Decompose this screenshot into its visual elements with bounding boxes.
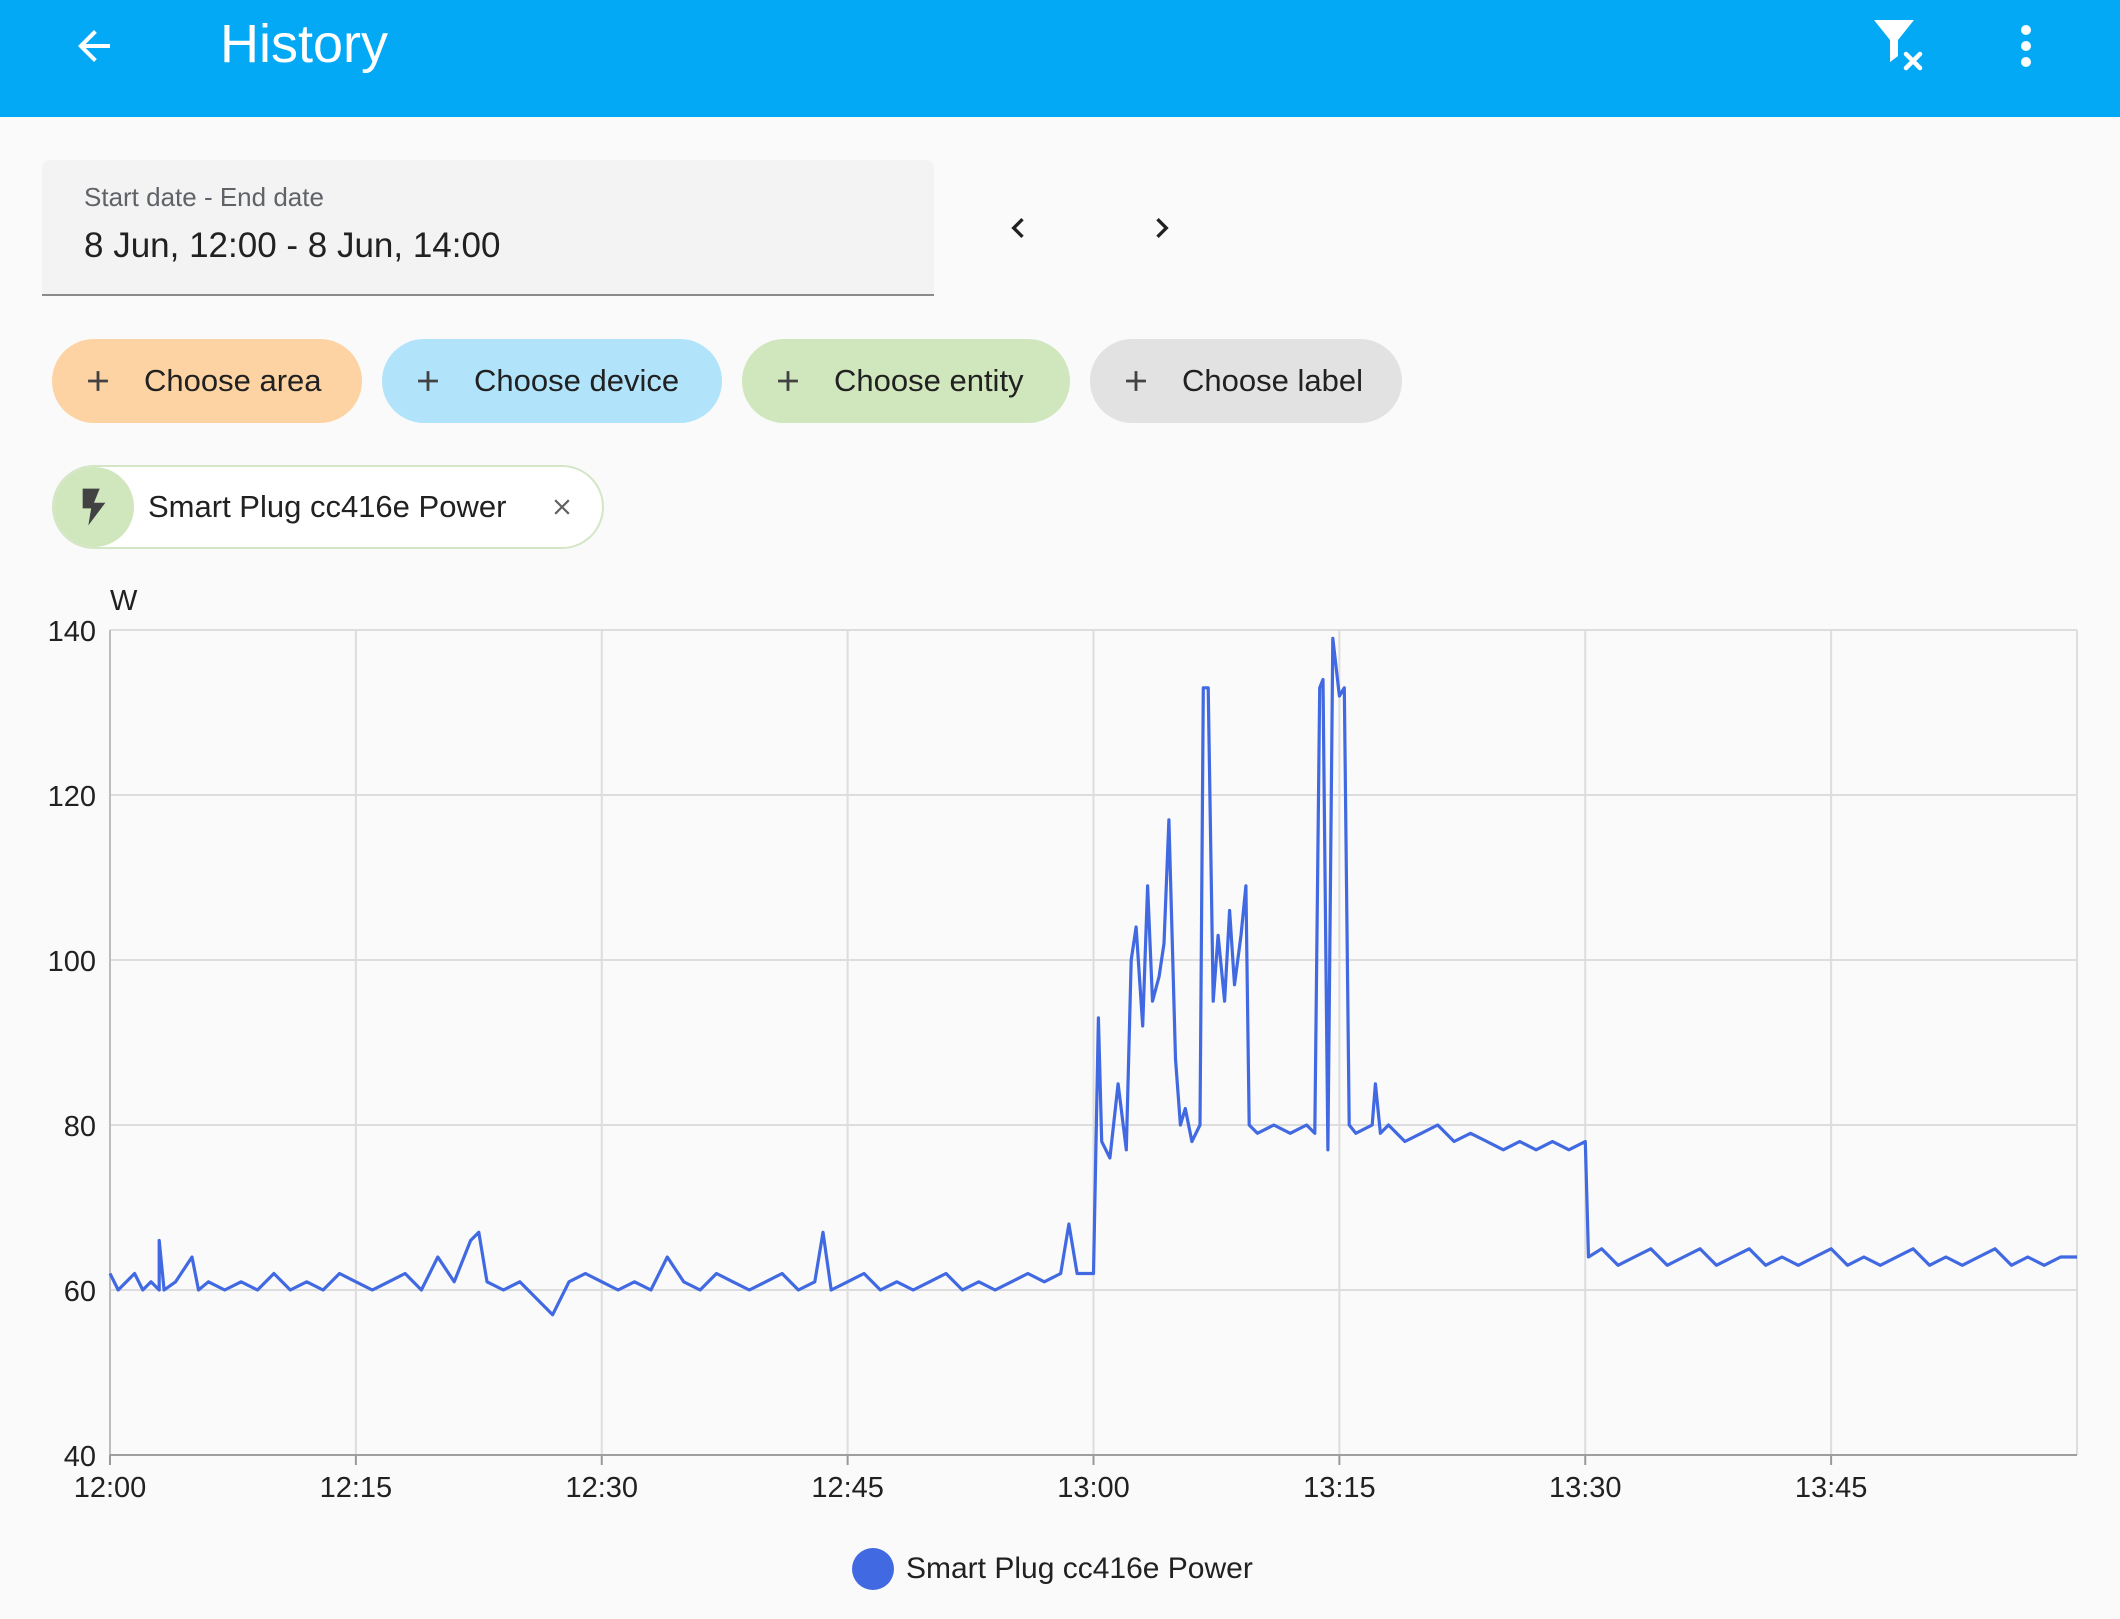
x-tick-label: 13:00 (1057, 1472, 1130, 1504)
date-range-field[interactable]: Start date - End date 8 Jun, 12:00 - 8 J… (42, 160, 934, 296)
date-range-value: 8 Jun, 12:00 - 8 Jun, 14:00 (84, 226, 501, 265)
y-tick-label: 100 (48, 946, 96, 978)
top-app-bar: History (0, 0, 2120, 117)
close-icon[interactable] (536, 481, 588, 533)
choose-entity-label: Choose entity (834, 363, 1024, 398)
selected-entity-label: Smart Plug cc416e Power (148, 489, 507, 524)
y-tick-label: 80 (64, 1111, 96, 1143)
choose-device-label: Choose device (474, 363, 680, 398)
choose-device-chip[interactable]: Choose device (382, 339, 722, 423)
y-tick-label: 60 (64, 1276, 96, 1308)
selected-entity-chip: Smart Plug cc416e Power (52, 465, 604, 549)
x-tick-label: 12:30 (565, 1472, 638, 1504)
choose-label-label: Choose label (1182, 363, 1363, 398)
x-tick-label: 12:45 (811, 1472, 884, 1504)
date-range-label: Start date - End date (84, 182, 324, 212)
x-tick-label: 12:00 (74, 1472, 147, 1504)
choose-label-chip[interactable]: Choose label (1090, 339, 1402, 423)
x-tick-label: 13:15 (1303, 1472, 1376, 1504)
y-unit-label: W (110, 585, 138, 617)
chevron-left-icon (1011, 218, 1024, 238)
y-tick-label: 40 (64, 1441, 96, 1473)
next-range-button[interactable] (1130, 196, 1194, 260)
dots-vertical-icon[interactable] (1996, 14, 2056, 78)
x-tick-label: 12:15 (320, 1472, 393, 1504)
plus-icon (742, 364, 834, 398)
x-tick-label: 13:30 (1549, 1472, 1622, 1504)
filter-remove-icon[interactable] (1866, 14, 1936, 78)
y-tick-label: 140 (48, 616, 96, 648)
choose-area-chip[interactable]: Choose area (52, 339, 362, 423)
plus-icon (52, 364, 144, 398)
plus-icon (1090, 364, 1182, 398)
flash-icon (54, 467, 134, 547)
y-tick-label: 120 (48, 781, 96, 813)
series-line (108, 636, 2077, 1317)
previous-range-button[interactable] (986, 196, 1050, 260)
history-chart: 140 120 100 80 60 40 12:00 12:15 12:30 12:45 13:00… (0, 570, 2120, 1619)
chevron-right-icon (1156, 218, 1169, 238)
chart-legend[interactable]: Smart Plug cc416e Power (852, 1548, 1253, 1590)
choose-entity-chip[interactable]: Choose entity (742, 339, 1070, 423)
legend-label: Smart Plug cc416e Power (906, 1552, 1253, 1585)
x-tick-label: 13:45 (1795, 1472, 1868, 1504)
plus-icon (382, 364, 474, 398)
choose-area-label: Choose area (144, 363, 322, 398)
page-title: History (220, 14, 389, 74)
arrow-left-icon[interactable] (62, 14, 126, 78)
legend-swatch (852, 1548, 894, 1590)
